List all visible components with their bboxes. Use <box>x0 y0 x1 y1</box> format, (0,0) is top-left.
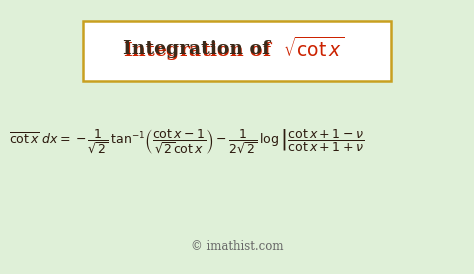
FancyBboxPatch shape <box>83 21 391 81</box>
Text: Integration of: Integration of <box>123 40 283 58</box>
FancyBboxPatch shape <box>5 3 469 271</box>
Text: $\overline{\cot x}\ dx = -\dfrac{1}{\sqrt{2}}\,\tan^{-1}\!\left(\dfrac{\cot x - : $\overline{\cot x}\ dx = -\dfrac{1}{\sqr… <box>9 127 365 156</box>
Text: © imathist.com: © imathist.com <box>191 240 283 253</box>
Text: Integration of  $\sqrt{\cot x}$: Integration of $\sqrt{\cot x}$ <box>123 35 345 63</box>
